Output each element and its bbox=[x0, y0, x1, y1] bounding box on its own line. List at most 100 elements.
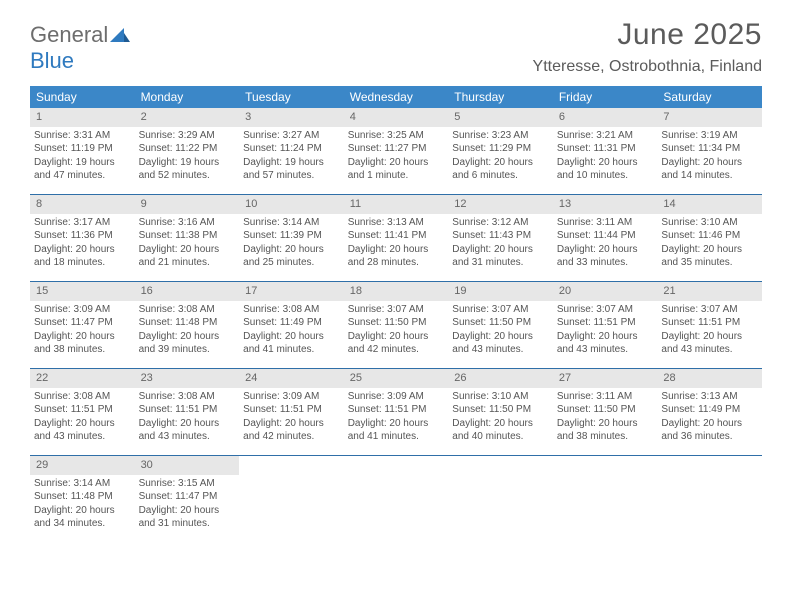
dow-friday: Friday bbox=[553, 86, 658, 108]
day-number: 15 bbox=[30, 282, 135, 301]
calendar-cell: 29Sunrise: 3:14 AMSunset: 11:48 PMDaylig… bbox=[30, 456, 135, 540]
logo: General Blue bbox=[30, 22, 130, 74]
day-number: 12 bbox=[448, 195, 553, 214]
calendar-cell: 22Sunrise: 3:08 AMSunset: 11:51 PMDaylig… bbox=[30, 369, 135, 455]
calendar-cell: 19Sunrise: 3:07 AMSunset: 11:50 PMDaylig… bbox=[448, 282, 553, 368]
sunrise-text: Sunrise: 3:23 AM bbox=[452, 129, 549, 143]
sunrise-text: Sunrise: 3:25 AM bbox=[348, 129, 445, 143]
calendar-cell: 26Sunrise: 3:10 AMSunset: 11:50 PMDaylig… bbox=[448, 369, 553, 455]
calendar-cell: 23Sunrise: 3:08 AMSunset: 11:51 PMDaylig… bbox=[135, 369, 240, 455]
calendar-cell: 12Sunrise: 3:12 AMSunset: 11:43 PMDaylig… bbox=[448, 195, 553, 281]
daylight-text: Daylight: 20 hours and 40 minutes. bbox=[452, 417, 549, 444]
calendar-cell: 30Sunrise: 3:15 AMSunset: 11:47 PMDaylig… bbox=[135, 456, 240, 540]
daylight-text: Daylight: 19 hours and 47 minutes. bbox=[34, 156, 131, 183]
sunset-text: Sunset: 11:38 PM bbox=[139, 229, 236, 243]
day-number: 7 bbox=[657, 108, 762, 127]
sunset-text: Sunset: 11:51 PM bbox=[661, 316, 758, 330]
sunrise-text: Sunrise: 3:09 AM bbox=[243, 390, 340, 404]
page-title: June 2025 bbox=[533, 18, 762, 52]
calendar-cell: 14 Sunrise: 3:10 AMSunset: 11:46 PMDaylig… bbox=[657, 195, 762, 281]
logo-mark-icon bbox=[110, 28, 130, 47]
daylight-text: Daylight: 20 hours and 36 minutes. bbox=[661, 417, 758, 444]
daylight-text: Daylight: 19 hours and 57 minutes. bbox=[243, 156, 340, 183]
header: General Blue June 2025 Ytteresse, Ostrob… bbox=[30, 18, 762, 76]
sunrise-text: Sunrise: 3:07 AM bbox=[661, 303, 758, 317]
calendar-cell: 13Sunrise: 3:11 AMSunset: 11:44 PMDaylig… bbox=[553, 195, 658, 281]
sunrise-text: Sunrise: 3:14 AM bbox=[34, 477, 131, 491]
day-number: 22 bbox=[30, 369, 135, 388]
daylight-text: Daylight: 20 hours and 43 minutes. bbox=[661, 330, 758, 357]
calendar-cell bbox=[344, 456, 449, 540]
sunset-text: Sunset: 11:24 PM bbox=[243, 142, 340, 156]
sunset-text: Sunset: 11:47 PM bbox=[139, 490, 236, 504]
calendar-cell: 18Sunrise: 3:07 AMSunset: 11:50 PMDaylig… bbox=[344, 282, 449, 368]
day-number: 18 bbox=[344, 282, 449, 301]
logo-word-1: General bbox=[30, 22, 108, 47]
daylight-text: Daylight: 20 hours and 42 minutes. bbox=[243, 417, 340, 444]
sunrise-text: Sunrise: 3:10 AM bbox=[661, 216, 758, 230]
daylight-text: Daylight: 20 hours and 1 minute. bbox=[348, 156, 445, 183]
calendar-cell: 9Sunrise: 3:16 AMSunset: 11:38 PMDayligh… bbox=[135, 195, 240, 281]
sunrise-text: Sunrise: 3:27 AM bbox=[243, 129, 340, 143]
calendar-week: 1Sunrise: 3:31 AMSunset: 11:19 PMDayligh… bbox=[30, 108, 762, 195]
calendar-cell: 8Sunrise: 3:17 AMSunset: 11:36 PMDayligh… bbox=[30, 195, 135, 281]
sunset-text: Sunset: 11:39 PM bbox=[243, 229, 340, 243]
day-number: 10 bbox=[239, 195, 344, 214]
location-subtitle: Ytteresse, Ostrobothnia, Finland bbox=[533, 58, 762, 76]
calendar-cell: 6Sunrise: 3:21 AMSunset: 11:31 PMDayligh… bbox=[553, 108, 658, 194]
sunset-text: Sunset: 11:22 PM bbox=[139, 142, 236, 156]
day-number: 14 bbox=[657, 195, 762, 214]
sunset-text: Sunset: 11:51 PM bbox=[557, 316, 654, 330]
daylight-text: Daylight: 20 hours and 10 minutes. bbox=[557, 156, 654, 183]
sunrise-text: Sunrise: 3:21 AM bbox=[557, 129, 654, 143]
calendar-cell bbox=[239, 456, 344, 540]
dow-thursday: Thursday bbox=[448, 86, 553, 108]
day-number: 21 bbox=[657, 282, 762, 301]
day-number: 6 bbox=[553, 108, 658, 127]
daylight-text: Daylight: 20 hours and 33 minutes. bbox=[557, 243, 654, 270]
sunset-text: Sunset: 11:48 PM bbox=[34, 490, 131, 504]
day-number: 5 bbox=[448, 108, 553, 127]
sunset-text: Sunset: 11:46 PM bbox=[661, 229, 758, 243]
day-number: 25 bbox=[344, 369, 449, 388]
sunrise-text: Sunrise: 3:15 AM bbox=[139, 477, 236, 491]
sunrise-text: Sunrise: 3:11 AM bbox=[557, 390, 654, 404]
calendar-cell bbox=[448, 456, 553, 540]
daylight-text: Daylight: 20 hours and 18 minutes. bbox=[34, 243, 131, 270]
sunset-text: Sunset: 11:47 PM bbox=[34, 316, 131, 330]
calendar-cell bbox=[553, 456, 658, 540]
daylight-text: Daylight: 20 hours and 38 minutes. bbox=[34, 330, 131, 357]
sunset-text: Sunset: 11:29 PM bbox=[452, 142, 549, 156]
daylight-text: Daylight: 20 hours and 42 minutes. bbox=[348, 330, 445, 357]
sunset-text: Sunset: 11:34 PM bbox=[661, 142, 758, 156]
daylight-text: Daylight: 20 hours and 35 minutes. bbox=[661, 243, 758, 270]
title-block: June 2025 Ytteresse, Ostrobothnia, Finla… bbox=[533, 18, 762, 76]
daylight-text: Daylight: 20 hours and 43 minutes. bbox=[557, 330, 654, 357]
daylight-text: Daylight: 20 hours and 39 minutes. bbox=[139, 330, 236, 357]
calendar-week: 22Sunrise: 3:08 AMSunset: 11:51 PMDaylig… bbox=[30, 369, 762, 456]
sunrise-text: Sunrise: 3:09 AM bbox=[34, 303, 131, 317]
sunrise-text: Sunrise: 3:08 AM bbox=[139, 303, 236, 317]
sunrise-text: Sunrise: 3:08 AM bbox=[139, 390, 236, 404]
daylight-text: Daylight: 20 hours and 6 minutes. bbox=[452, 156, 549, 183]
dow-header-row: Sunday Monday Tuesday Wednesday Thursday… bbox=[30, 86, 762, 108]
calendar-cell: 21 Sunrise: 3:07 AMSunset: 11:51 PMDaylig… bbox=[657, 282, 762, 368]
sunrise-text: Sunrise: 3:07 AM bbox=[348, 303, 445, 317]
sunset-text: Sunset: 11:41 PM bbox=[348, 229, 445, 243]
calendar-cell: 17Sunrise: 3:08 AMSunset: 11:49 PMDaylig… bbox=[239, 282, 344, 368]
calendar-cell: 4 Sunrise: 3:25 AMSunset: 11:27 PMDayligh… bbox=[344, 108, 449, 194]
sunset-text: Sunset: 11:27 PM bbox=[348, 142, 445, 156]
sunset-text: Sunset: 11:36 PM bbox=[34, 229, 131, 243]
day-number: 8 bbox=[30, 195, 135, 214]
day-number: 4 bbox=[344, 108, 449, 127]
day-number: 1 bbox=[30, 108, 135, 127]
sunrise-text: Sunrise: 3:08 AM bbox=[243, 303, 340, 317]
sunrise-text: Sunrise: 3:10 AM bbox=[452, 390, 549, 404]
calendar-cell: 16Sunrise: 3:08 AMSunset: 11:48 PMDaylig… bbox=[135, 282, 240, 368]
day-number: 28 bbox=[657, 369, 762, 388]
daylight-text: Daylight: 20 hours and 34 minutes. bbox=[34, 504, 131, 531]
day-number: 2 bbox=[135, 108, 240, 127]
calendar-cell: 7Sunrise: 3:19 AMSunset: 11:34 PMDayligh… bbox=[657, 108, 762, 194]
calendar-cell: 24Sunrise: 3:09 AMSunset: 11:51 PMDaylig… bbox=[239, 369, 344, 455]
dow-monday: Monday bbox=[135, 86, 240, 108]
